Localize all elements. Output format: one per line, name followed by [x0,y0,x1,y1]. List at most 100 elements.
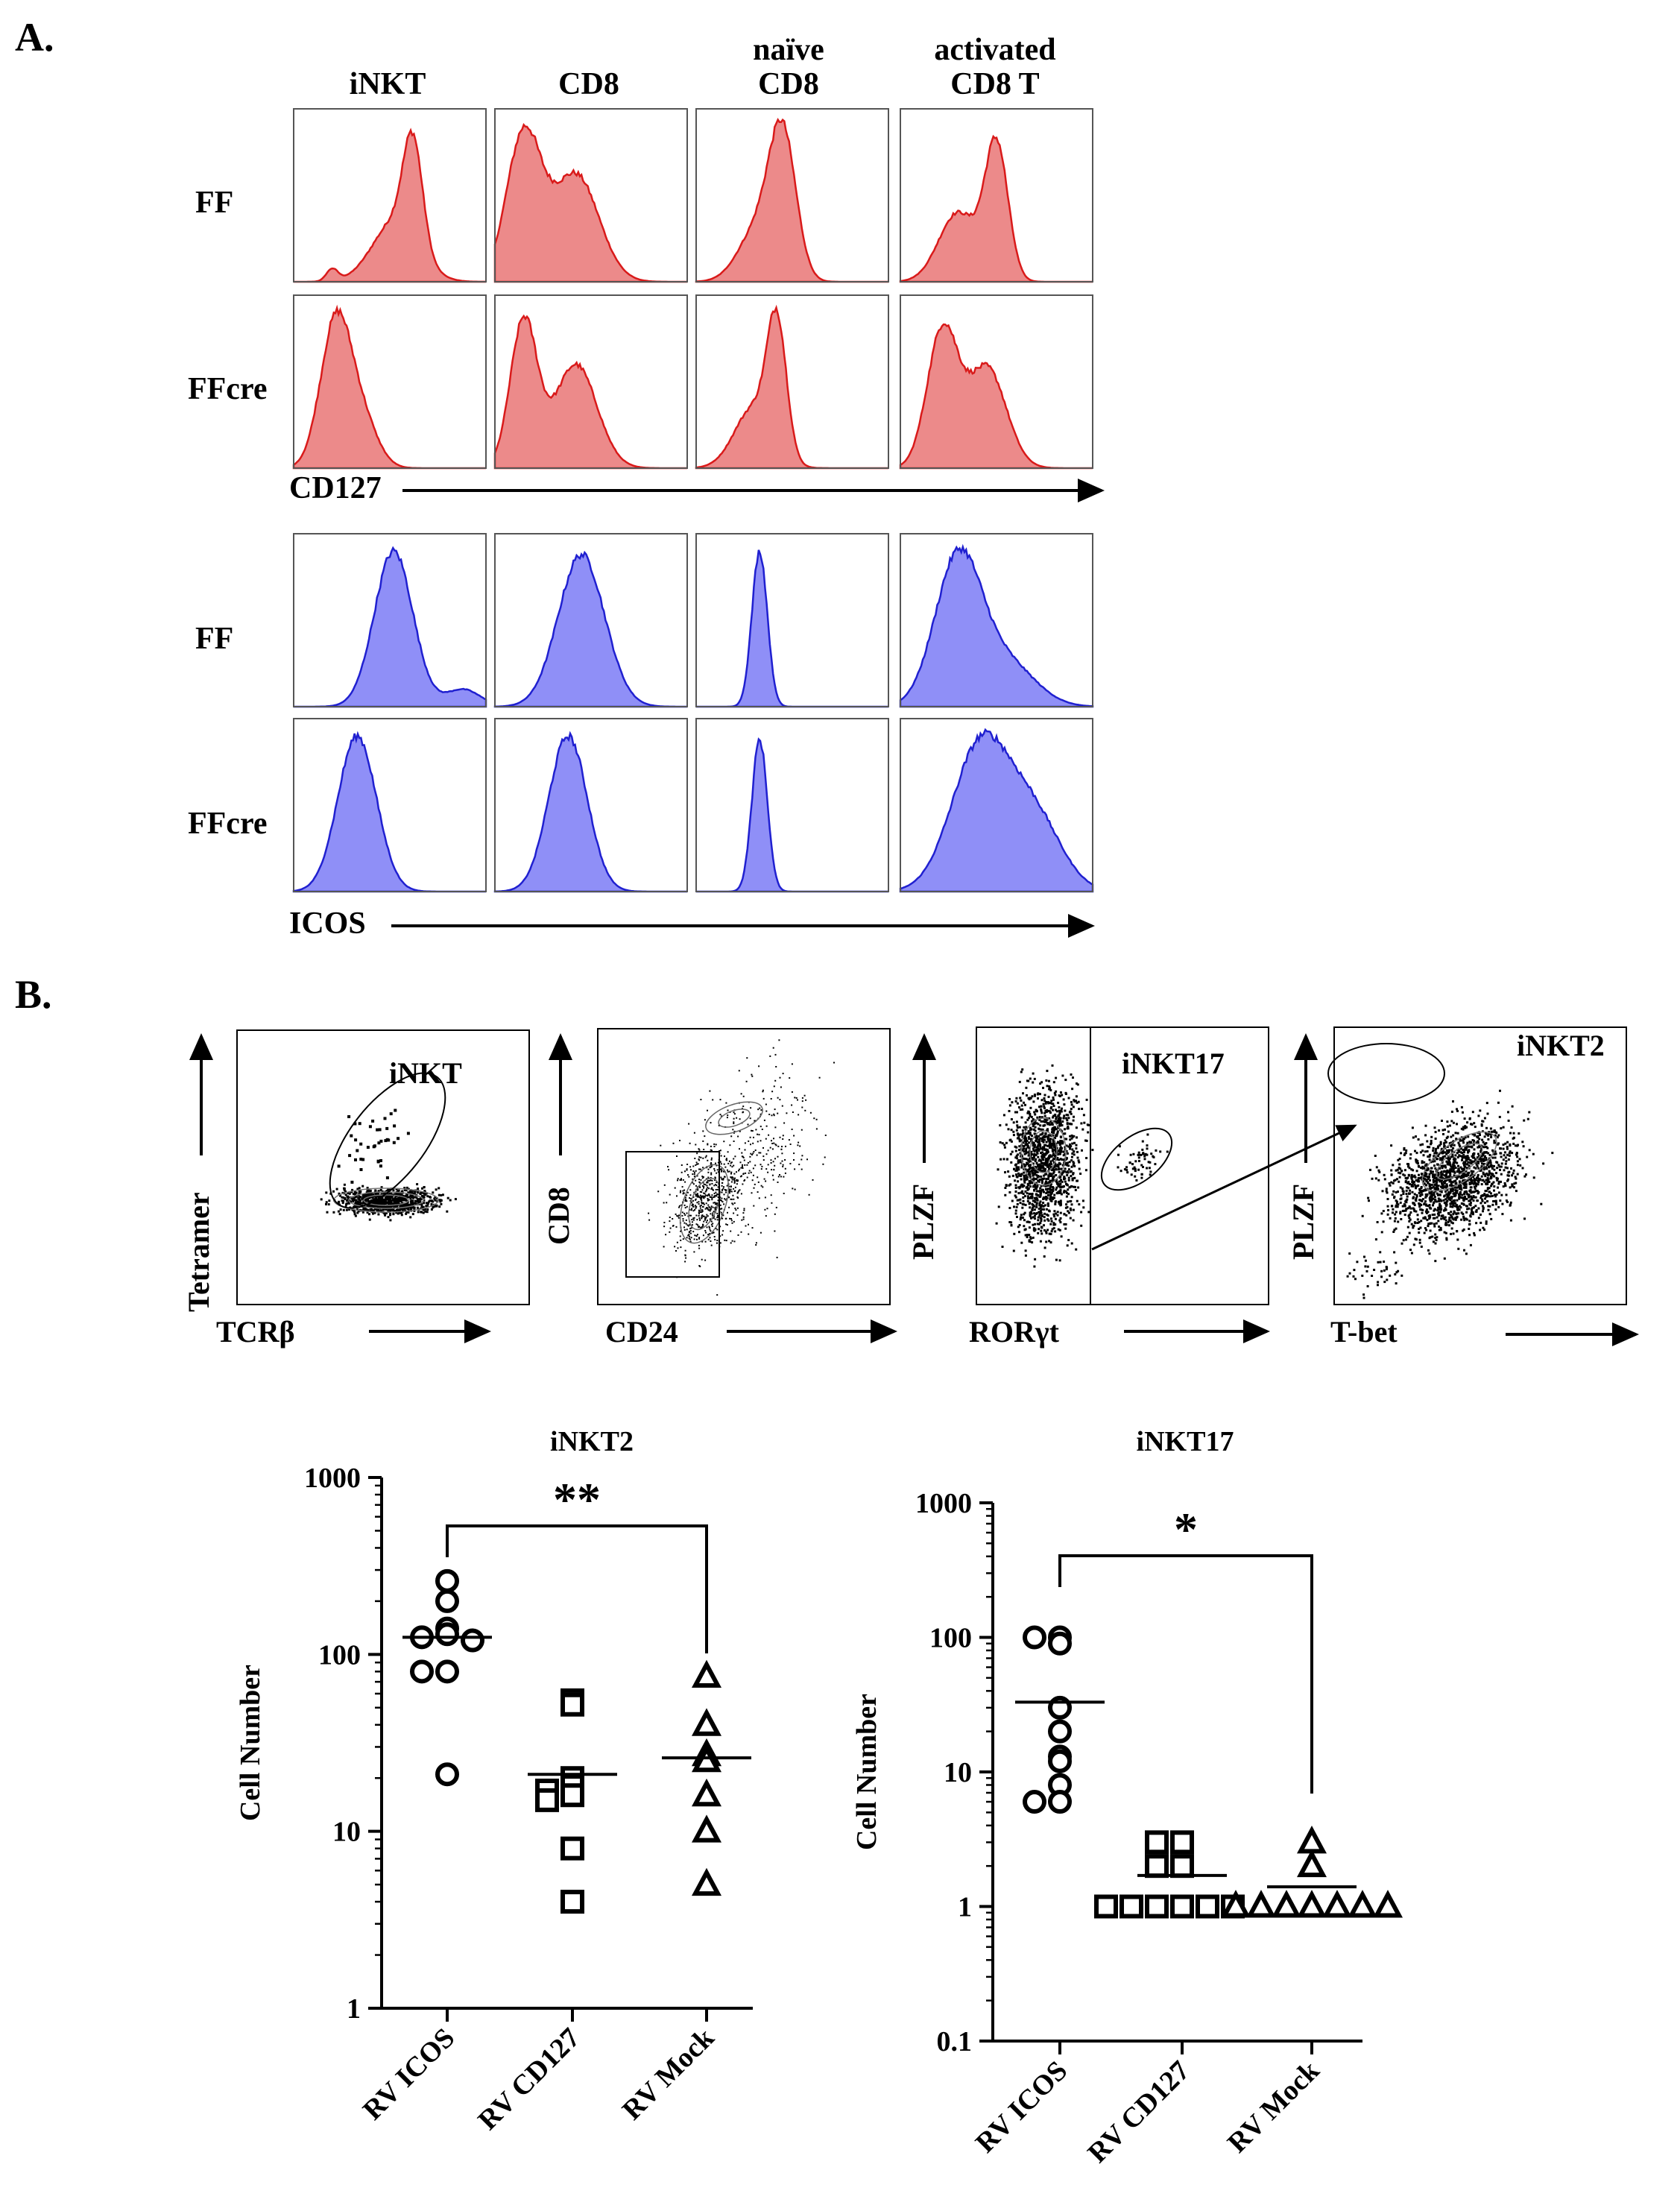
event-dot [376,1128,379,1132]
icos-axis: ICOS [289,906,1095,941]
event-dot [1485,1126,1488,1129]
event-dot [733,1173,736,1175]
event-dot [1057,1126,1060,1129]
event-dot [1008,1191,1011,1193]
event-dot [1013,1168,1016,1171]
event-dot [359,1158,363,1161]
event-dot [1133,1166,1136,1169]
event-dot [1471,1208,1473,1211]
event-dot [754,1183,756,1185]
event-dot [1020,1116,1023,1119]
event-dot [1029,1236,1032,1239]
event-dot [707,1204,710,1206]
event-dot [1509,1132,1512,1135]
event-dot [1480,1202,1482,1205]
event-dot [1040,1209,1042,1212]
event-dot [1051,1128,1054,1131]
event-dot [1061,1074,1064,1077]
event-dot [1502,1147,1505,1150]
event-dot [1022,1196,1025,1199]
event-dot [1043,1212,1046,1215]
event-dot [1016,1124,1019,1127]
histogram-frame [695,533,889,707]
event-dot [742,1106,745,1108]
event-dot [735,1209,737,1211]
event-dot [711,1179,713,1182]
event-dot [702,1157,704,1159]
event-dot [1034,1094,1036,1097]
event-dot [1072,1076,1074,1079]
event-dot [1060,1109,1063,1112]
event-dot [396,1202,398,1205]
event-dot [702,1140,704,1142]
event-dot [1064,1180,1067,1183]
event-dot [1427,1146,1430,1149]
event-dot [715,1144,717,1146]
event-dot [1052,1154,1055,1157]
event-dot [773,1142,775,1144]
event-dot [1023,1211,1026,1214]
event-dot [1015,1097,1018,1100]
event-dot [1507,1174,1510,1177]
event-dot [693,1171,695,1173]
event-dot [1452,1121,1455,1124]
event-dot [406,1203,409,1206]
event-dot [1509,1201,1512,1204]
event-dot [742,1218,745,1220]
event-dot [1014,1111,1017,1114]
event-dot [682,1193,684,1195]
dotplot-2-events [648,1039,835,1296]
event-dot [1035,1174,1038,1176]
event-dot [1441,1155,1444,1158]
event-dot [1067,1193,1070,1196]
event-dot [356,1188,359,1191]
event-dot [730,1176,732,1179]
event-dot [1067,1211,1070,1214]
event-dot [1403,1214,1406,1217]
event-dot [1469,1161,1471,1164]
event-dot [1070,1112,1073,1115]
event-dot [689,1240,692,1243]
event-dot [1480,1221,1482,1224]
event-dot [1477,1135,1480,1138]
event-dot [736,1207,739,1209]
event-dot [713,1189,714,1191]
event-dot [1469,1141,1472,1144]
event-dot [822,1163,824,1165]
event-dot [1450,1189,1453,1192]
event-dot [1040,1185,1043,1187]
event-dot [1043,1138,1046,1141]
event-dot [710,1205,713,1208]
event-dot [1043,1135,1046,1138]
event-dot [371,1209,374,1212]
event-dot [1415,1187,1418,1190]
event-dot [1394,1213,1397,1216]
event-dot [1043,1100,1046,1103]
event-dot [1043,1190,1045,1193]
event-dot [409,1189,412,1192]
event-dot [407,1191,410,1194]
event-dot [1421,1211,1424,1214]
event-dot [1023,1171,1026,1174]
event-dot [1070,1203,1073,1206]
event-dot [746,1164,748,1166]
event-dot [1398,1167,1400,1170]
event-dot [1405,1189,1408,1192]
event-dot [1408,1217,1411,1220]
event-dot [1075,1095,1078,1098]
histogram-r1-c2 [493,108,688,283]
event-dot [1485,1195,1488,1198]
event-dot [423,1192,426,1195]
event-dot [1048,1085,1051,1088]
event-dot [441,1193,444,1196]
event-dot [1039,1145,1042,1148]
event-dot [1447,1195,1450,1198]
event-dot [1456,1215,1459,1218]
event-dot [1125,1169,1128,1172]
event-dot [997,1168,1000,1171]
event-dot [1034,1160,1037,1162]
event-dot [1043,1120,1046,1123]
event-dot [713,1195,716,1197]
event-dot [1410,1168,1413,1171]
event-dot [1528,1111,1531,1114]
